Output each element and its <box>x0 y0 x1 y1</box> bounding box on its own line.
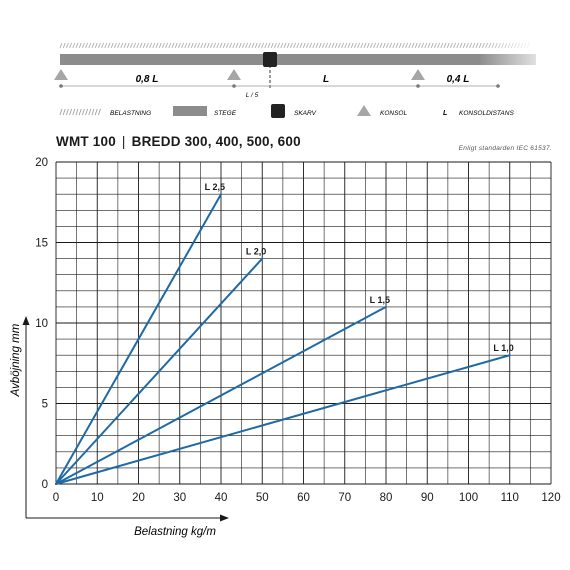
series-label: L 1,5 <box>370 295 390 305</box>
x-tick-label: 50 <box>256 492 269 504</box>
x-tick-label: 100 <box>459 492 478 504</box>
legend-label-span: KONSOLDISTANS <box>459 110 514 117</box>
legend-label-support: KONSOL <box>380 110 407 117</box>
y-axis-label: Avböjning mm <box>10 323 22 397</box>
dimension-dot <box>232 84 236 88</box>
cable-tray-bar <box>60 54 536 65</box>
x-tick-label: 30 <box>173 492 186 504</box>
support-triangle-3 <box>411 69 425 80</box>
model-name: WMT 100 <box>56 134 116 149</box>
span-label-L: L <box>323 74 329 85</box>
y-tick-label: 0 <box>42 479 48 491</box>
black-square-icon <box>271 104 285 118</box>
legend-label-tray: STEGE <box>214 110 237 117</box>
series-label: L 2,5 <box>205 182 225 192</box>
dimension-dot <box>416 84 420 88</box>
deflection-chart: 0 10 20 30 40 50 60 70 80 90 100 110 120 0 5 10 15 20 L 2… <box>10 157 561 538</box>
support-triangle-1 <box>54 69 68 80</box>
series-label: L 1,0 <box>493 343 513 353</box>
x-tick-label: 70 <box>338 492 351 504</box>
span-diagram: 0,8 L L 0,4 L L / 5 BELASTNING STEGE SKA… <box>54 42 536 118</box>
support-triangle-2 <box>227 69 241 80</box>
dimension-dot <box>59 84 63 88</box>
x-tick-label: 80 <box>380 492 393 504</box>
chart-series: L 2,5 L 2,0 L 1,5 L 1,0 <box>55 182 514 485</box>
series-line <box>55 193 222 485</box>
x-tick-label: 60 <box>297 492 310 504</box>
splice-marker <box>263 52 277 67</box>
tray-widths: BREDD 300, 400, 500, 600 <box>131 134 301 149</box>
x-tick-label: 10 <box>91 492 104 504</box>
x-tick-label: 120 <box>541 492 560 504</box>
y-tick-label: 15 <box>35 238 48 250</box>
tick-labels: 0 10 20 30 40 50 60 70 80 90 100 110 120 0 5 10 15 20 <box>35 157 560 504</box>
y-tick-label: 20 <box>35 157 48 169</box>
title-separator: | <box>121 134 126 149</box>
standard-note: Enligt standarden IEC 61537. <box>458 145 552 152</box>
legend: BELASTNING STEGE SKARV KONSOL L KONSOLDI… <box>59 104 514 118</box>
triangle-support-icon <box>357 105 371 116</box>
chart-grid <box>55 161 552 485</box>
gray-bar-icon <box>173 106 207 116</box>
legend-label-load: BELASTNING <box>110 110 151 117</box>
y-axis-arrowhead-icon <box>22 316 30 325</box>
dimension-dot <box>496 84 500 88</box>
x-tick-label: 40 <box>215 492 228 504</box>
y-tick-label: 10 <box>35 318 48 330</box>
legend-label-splice: SKARV <box>294 110 317 117</box>
x-axis-arrowhead-icon <box>220 514 229 522</box>
series-line <box>55 354 511 485</box>
x-tick-label: 90 <box>421 492 434 504</box>
chart-axes <box>22 316 229 522</box>
x-axis-label: Belastning kg/m <box>134 526 216 538</box>
legend-symbol-span: L <box>443 110 447 117</box>
span-label-0-4L: 0,4 L <box>447 74 470 85</box>
y-tick-label: 5 <box>42 399 48 411</box>
splice-offset-label: L / 5 <box>246 92 259 99</box>
span-label-0-8L: 0,8 L <box>136 74 159 85</box>
x-tick-label: 0 <box>53 492 59 504</box>
series-label: L 2,0 <box>246 247 266 257</box>
x-tick-label: 110 <box>501 492 519 504</box>
x-tick-label: 20 <box>132 492 145 504</box>
series-line <box>55 305 387 485</box>
hatched-load-icon <box>59 108 101 116</box>
chart-title: WMT 100 | BREDD 300, 400, 500, 600 <box>56 134 301 149</box>
series-line <box>55 257 264 485</box>
